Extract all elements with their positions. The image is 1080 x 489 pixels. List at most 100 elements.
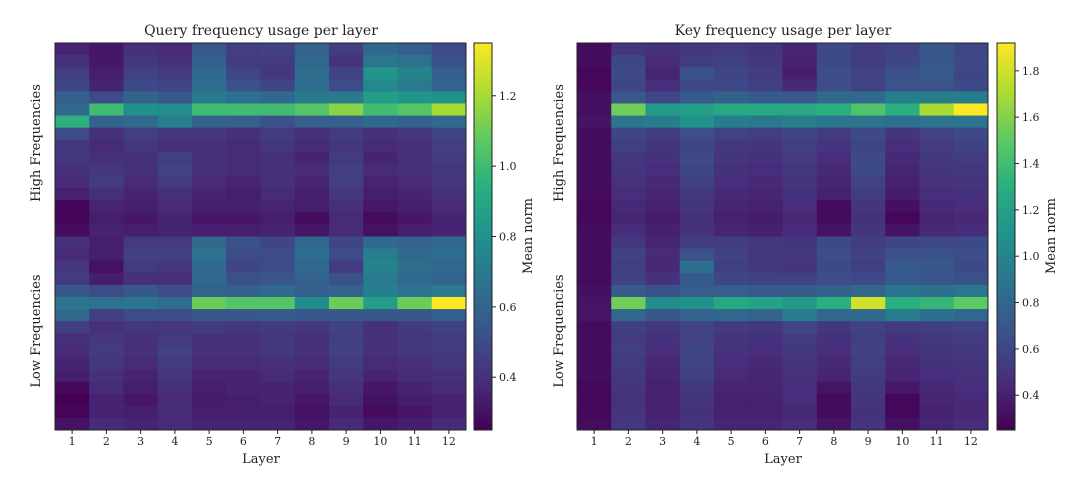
colorbar-tick-label: 1.8 [1022, 65, 1040, 78]
heatmap-cell [397, 127, 433, 141]
heatmap-cell [953, 151, 989, 165]
heatmap-cell [919, 309, 955, 322]
heatmap-cell [611, 405, 646, 419]
heatmap-cell [431, 296, 467, 310]
heatmap-cell [260, 67, 296, 80]
heatmap-cell [851, 345, 886, 358]
heatmap-cell [816, 79, 852, 92]
colorbar-ticks: 0.4 0.6 0.8 1.0 1.2 [492, 90, 517, 384]
heatmap-cell [329, 176, 364, 189]
heatmap-cell [260, 139, 296, 153]
heatmap-cell [953, 309, 989, 322]
heatmap-cell [260, 333, 296, 346]
heatmap-cell [431, 321, 467, 334]
heatmap-cell [851, 248, 886, 262]
heatmap-cell [329, 67, 364, 80]
heatmap-cell [123, 296, 159, 310]
x-tick-label: 2 [625, 435, 632, 448]
heatmap-cell [714, 381, 749, 395]
heatmap-cell [919, 417, 955, 431]
heatmap-cell [748, 296, 783, 310]
heatmap-cell [294, 103, 330, 116]
heatmap-cell [816, 417, 852, 431]
heatmap-cell [123, 163, 159, 177]
heatmap-cell [89, 163, 124, 177]
x-tick-label: 9 [865, 435, 872, 448]
colorbar [996, 42, 1016, 431]
heatmap-cell [123, 115, 159, 129]
heatmap-cell [260, 176, 296, 189]
heatmap-cell [748, 79, 783, 92]
heatmap-cell [192, 236, 227, 249]
heatmap-cell [919, 284, 955, 298]
heatmap-cell [645, 284, 681, 298]
heatmap-cell [192, 115, 227, 129]
heatmap-cell [645, 321, 681, 334]
heatmap-cell [611, 369, 646, 383]
heatmap-cell [748, 357, 783, 370]
heatmap-cell [157, 296, 193, 310]
heatmap-cell [157, 272, 193, 286]
heatmap-cell [157, 212, 193, 225]
heatmap-cell [397, 393, 433, 407]
heatmap-cell [192, 381, 227, 395]
heatmap-cell [782, 393, 818, 407]
heatmap-cell [363, 176, 398, 189]
heatmap-cell [329, 405, 364, 419]
x-tick-label: 5 [728, 435, 735, 448]
heatmap-cell [885, 176, 920, 189]
heatmap-cell [679, 248, 715, 262]
heatmap-cell [816, 188, 852, 201]
heatmap-cell [851, 163, 886, 177]
heatmap-cell [953, 248, 989, 262]
heatmap-cell [782, 296, 818, 310]
heatmap-cell [89, 393, 124, 407]
heatmap-cell [645, 260, 681, 274]
heatmap-cell [577, 417, 612, 431]
heatmap-cell [679, 151, 715, 165]
heatmap-cell [55, 79, 90, 92]
heatmap-cell [431, 369, 467, 383]
heatmap-cell [679, 296, 715, 310]
heatmap-cell [55, 333, 90, 346]
heatmap-cell [329, 91, 364, 104]
heatmap-cell [431, 91, 467, 104]
heatmap-cell [748, 91, 783, 104]
heatmap-cell [953, 67, 989, 80]
x-tick-label: 6 [762, 435, 769, 448]
heatmap-cell [714, 176, 749, 189]
heatmap-cell [645, 272, 681, 286]
heatmap-cell [55, 151, 90, 165]
heatmap-cell [89, 381, 124, 395]
heatmap-cell [748, 163, 783, 177]
heatmap-cell [611, 357, 646, 370]
heatmap-cell [816, 103, 852, 116]
heatmap-cell [611, 127, 646, 141]
heatmap-cell [89, 236, 124, 249]
heatmap-cell [885, 272, 920, 286]
heatmap-cell [816, 139, 852, 153]
heatmap-cell [851, 417, 886, 431]
heatmap-cell [782, 212, 818, 225]
heatmap-cell [953, 43, 989, 56]
heatmap-cell [55, 284, 90, 298]
heatmap-cell [748, 212, 783, 225]
heatmap-cell [953, 91, 989, 104]
heatmap-cell [89, 345, 124, 358]
heatmap-cell [397, 115, 433, 129]
plot-frame [54, 42, 467, 431]
heatmap-cell [748, 224, 783, 237]
heatmap-cell [192, 188, 227, 201]
heatmap-cell [748, 393, 783, 407]
heatmap-cell [679, 381, 715, 395]
heatmap-cell [748, 369, 783, 383]
heatmap-cell [192, 163, 227, 177]
heatmap-cell [294, 79, 330, 92]
heatmap-cell [294, 333, 330, 346]
heatmap-cell [363, 79, 398, 92]
heatmap-cell [226, 224, 261, 237]
heatmap-cell [397, 260, 433, 274]
heatmap-cell [611, 236, 646, 249]
heatmap-cell [397, 151, 433, 165]
colorbar-ticks: 0.4 0.6 0.8 1.0 1.2 1.4 1.6 1.8 [1015, 65, 1040, 402]
